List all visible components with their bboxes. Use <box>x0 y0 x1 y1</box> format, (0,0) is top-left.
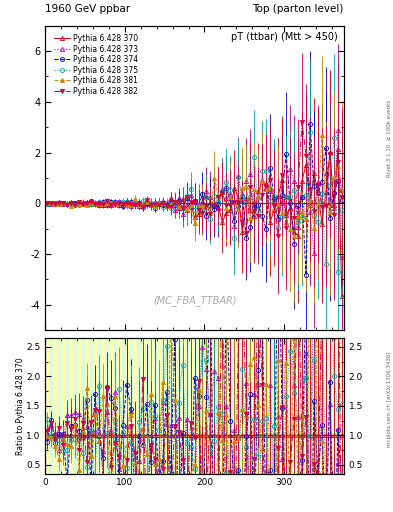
Bar <box>125 338 129 474</box>
Bar <box>109 338 113 474</box>
Bar <box>149 338 153 474</box>
Bar <box>165 338 169 474</box>
Bar <box>308 338 312 474</box>
Bar <box>153 338 157 474</box>
Bar <box>272 338 276 474</box>
Bar <box>193 338 196 474</box>
Bar <box>280 338 284 474</box>
Bar <box>53 338 57 474</box>
Bar <box>304 338 308 474</box>
Bar <box>89 338 93 474</box>
Bar <box>61 338 65 474</box>
Bar <box>340 338 344 474</box>
Text: (MC_FBA_TTBAR): (MC_FBA_TTBAR) <box>153 295 236 306</box>
Bar <box>316 338 320 474</box>
Bar <box>137 338 141 474</box>
Bar <box>85 338 89 474</box>
Text: pT (ttbar) (Mtt > 450): pT (ttbar) (Mtt > 450) <box>231 32 338 41</box>
Bar <box>224 338 228 474</box>
Bar <box>196 338 200 474</box>
Bar <box>284 338 288 474</box>
Bar <box>133 338 137 474</box>
Bar <box>73 338 77 474</box>
Text: Top (parton level): Top (parton level) <box>252 4 344 14</box>
Bar <box>204 338 208 474</box>
Bar <box>49 338 53 474</box>
Bar <box>288 338 292 474</box>
Bar <box>141 338 145 474</box>
Text: Rivet 3.1.10, ≥ 100k events: Rivet 3.1.10, ≥ 100k events <box>387 100 392 177</box>
Bar <box>244 338 248 474</box>
Bar <box>228 338 232 474</box>
Bar <box>93 338 97 474</box>
Bar <box>45 338 49 474</box>
Bar <box>252 338 256 474</box>
Bar <box>264 338 268 474</box>
Text: mcplots.cern.ch [arXiv:1306.3436]: mcplots.cern.ch [arXiv:1306.3436] <box>387 352 392 447</box>
Bar <box>200 338 204 474</box>
Bar <box>57 338 61 474</box>
Bar <box>81 338 85 474</box>
Bar <box>145 338 149 474</box>
Bar <box>260 338 264 474</box>
Bar <box>181 338 185 474</box>
Bar <box>220 338 224 474</box>
Bar <box>217 338 220 474</box>
Bar <box>300 338 304 474</box>
Bar <box>268 338 272 474</box>
Bar <box>292 338 296 474</box>
Bar <box>232 338 236 474</box>
Bar <box>176 338 181 474</box>
Bar <box>312 338 316 474</box>
Bar <box>161 338 165 474</box>
Bar <box>324 338 328 474</box>
Bar <box>117 338 121 474</box>
Bar <box>328 338 332 474</box>
Bar <box>101 338 105 474</box>
Bar <box>236 338 241 474</box>
Bar <box>121 338 125 474</box>
Bar <box>208 338 213 474</box>
Bar <box>65 338 69 474</box>
Bar <box>173 338 176 474</box>
Bar <box>77 338 81 474</box>
Bar <box>344 338 348 474</box>
Bar <box>256 338 260 474</box>
Bar <box>113 338 117 474</box>
Bar <box>213 338 217 474</box>
Bar <box>129 338 133 474</box>
Bar <box>69 338 73 474</box>
Bar <box>332 338 336 474</box>
Bar <box>320 338 324 474</box>
Bar <box>336 338 340 474</box>
Legend: Pythia 6.428 370, Pythia 6.428 373, Pythia 6.428 374, Pythia 6.428 375, Pythia 6: Pythia 6.428 370, Pythia 6.428 373, Pyth… <box>52 32 140 97</box>
Bar <box>276 338 280 474</box>
Y-axis label: Ratio to Pythia 6.428 370: Ratio to Pythia 6.428 370 <box>16 357 25 455</box>
Bar <box>157 338 161 474</box>
Bar <box>189 338 193 474</box>
Bar <box>185 338 189 474</box>
Text: 1960 GeV ppbar: 1960 GeV ppbar <box>45 4 130 14</box>
Bar <box>241 338 244 474</box>
Bar <box>97 338 101 474</box>
Bar <box>169 338 173 474</box>
Bar <box>105 338 109 474</box>
Bar <box>296 338 300 474</box>
Bar <box>248 338 252 474</box>
